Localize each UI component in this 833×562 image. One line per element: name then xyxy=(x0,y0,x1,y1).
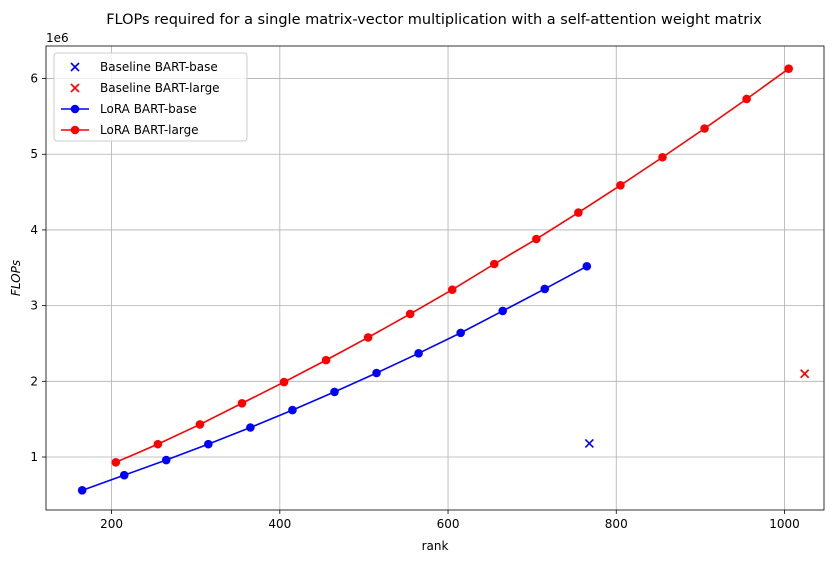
lora-bart-large-point xyxy=(195,420,205,429)
lora-bart-large-point xyxy=(111,458,121,467)
legend-item-lora-bart-base: LoRA BART-base xyxy=(61,102,197,116)
y-axis-label: FLOPs xyxy=(9,260,23,296)
series-layer xyxy=(77,64,810,495)
lora-bart-base-point xyxy=(582,261,592,271)
x-tick-label: 200 xyxy=(100,517,123,531)
series-lora-bart-large xyxy=(111,64,793,467)
y-tick-label: 4 xyxy=(30,223,38,237)
series-baseline-bart-large xyxy=(800,369,810,379)
lora-bart-base-point xyxy=(330,387,339,397)
x-tick-label: 600 xyxy=(437,517,460,531)
y-tick-label: 6 xyxy=(30,72,38,86)
chart-title: FLOPs required for a single matrix-vecto… xyxy=(106,12,762,28)
lora-bart-large-point xyxy=(321,355,331,365)
lora-bart-base-point xyxy=(161,455,171,465)
legend-label: LoRA BART-large xyxy=(100,123,199,137)
lora-bart-base-point xyxy=(540,284,550,294)
lora-bart-large-point xyxy=(237,398,247,408)
lora-bart-base-point xyxy=(204,439,213,449)
y-tick-label: 5 xyxy=(30,147,38,161)
x-axis-label: rank xyxy=(422,539,449,553)
legend-marker-swatch xyxy=(70,125,80,135)
y-tick-label: 1 xyxy=(30,450,38,464)
legend-marker-swatch xyxy=(70,62,80,72)
lora-bart-large-point xyxy=(616,180,625,190)
lora-bart-large-point xyxy=(489,259,499,269)
legend-label: Baseline BART-large xyxy=(100,81,220,95)
legend-label: Baseline BART-base xyxy=(100,60,218,74)
x-tick-label: 1000 xyxy=(769,517,800,531)
legend-marker-swatch xyxy=(70,104,80,114)
x-tick-label: 800 xyxy=(605,517,628,531)
legend-item-lora-bart-large: LoRA BART-large xyxy=(61,123,199,137)
lora-bart-large-point xyxy=(700,124,709,133)
lora-bart-large-point xyxy=(658,152,667,162)
series-baseline-bart-base xyxy=(584,438,594,448)
lora-bart-base-point xyxy=(246,423,255,432)
legend-item-baseline-bart-base: Baseline BART-base xyxy=(70,60,218,74)
baseline-bart-base-point xyxy=(584,438,594,448)
lora-bart-base-point xyxy=(498,306,508,316)
y-tick-label: 3 xyxy=(30,299,38,313)
lora-bart-base-point xyxy=(372,368,381,378)
series-lora-bart-base xyxy=(77,261,592,495)
lora-bart-large-point xyxy=(447,285,457,295)
legend-label: LoRA BART-base xyxy=(100,102,197,116)
legend: Baseline BART-base Baseline BART-large LoR… xyxy=(53,52,248,142)
lora-bart-large-point xyxy=(405,309,415,319)
axis-ticks: 200 400 600 800 1000 1 2 3 4 5 6 xyxy=(30,72,799,531)
lora-bart-base-point xyxy=(414,349,423,358)
x-tick-label: 400 xyxy=(268,517,291,531)
legend-box xyxy=(53,52,248,142)
y-offset-text: 1e6 xyxy=(46,31,69,45)
legend-marker-swatch xyxy=(70,83,80,93)
lora-bart-base-point xyxy=(77,486,87,495)
lora-bart-base-point xyxy=(288,405,297,415)
baseline-bart-large-point xyxy=(800,369,810,379)
legend-item-baseline-bart-large: Baseline BART-large xyxy=(70,81,220,95)
lora-bart-large-point xyxy=(279,377,289,387)
lora-bart-large-point xyxy=(532,234,541,244)
lora-bart-large-point xyxy=(784,64,793,74)
lora-bart-base-point xyxy=(119,470,129,480)
plot-frame xyxy=(45,45,825,511)
lora-bart-large-point xyxy=(153,439,163,449)
lora-bart-large-point xyxy=(574,208,583,217)
lora-bart-large-point xyxy=(363,333,373,342)
lora-bart-base-point xyxy=(456,328,465,338)
lora-bart-large-point xyxy=(742,94,751,104)
y-tick-label: 2 xyxy=(30,374,38,388)
